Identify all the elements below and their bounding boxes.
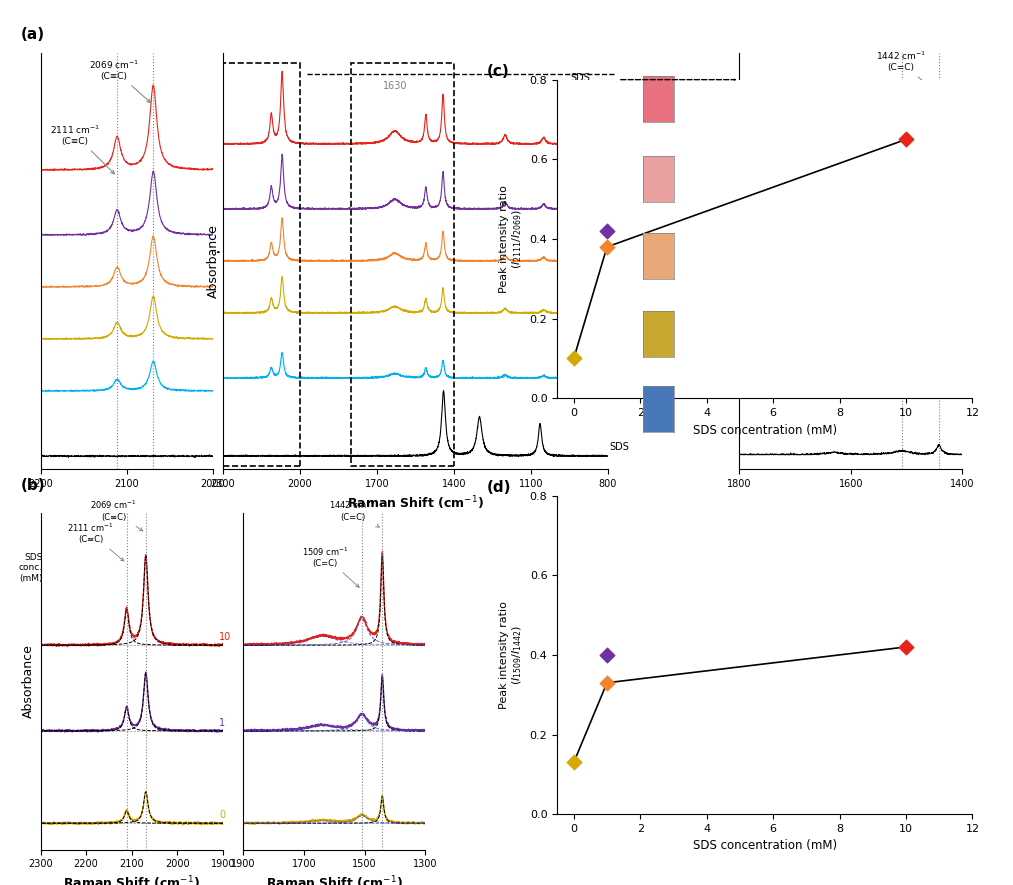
X-axis label: SDS concentration (mM): SDS concentration (mM) xyxy=(693,424,837,436)
X-axis label: Raman Shift (cm$^{-1}$): Raman Shift (cm$^{-1}$) xyxy=(265,875,403,885)
Y-axis label: Absorbance: Absorbance xyxy=(207,224,220,298)
Text: 2069 cm$^{-1}$
(C≡C): 2069 cm$^{-1}$ (C≡C) xyxy=(88,58,151,103)
Point xyxy=(599,224,615,238)
X-axis label: SDS concentration (mM): SDS concentration (mM) xyxy=(693,840,837,852)
Point xyxy=(565,756,581,770)
Text: 0: 0 xyxy=(609,298,615,309)
Y-axis label: Peak intensity ratio
($I_{2111}/I_{2069}$): Peak intensity ratio ($I_{2111}/I_{2069}… xyxy=(498,185,524,293)
Text: (d): (d) xyxy=(486,480,511,495)
Point xyxy=(599,240,615,254)
Point xyxy=(565,351,581,366)
Text: (c): (c) xyxy=(486,64,510,79)
Y-axis label: Peak intensity ratio
($I_{1509}/I_{1442}$): Peak intensity ratio ($I_{1509}/I_{1442}… xyxy=(498,601,524,709)
Text: 10: 10 xyxy=(219,632,231,642)
Text: SDS
conc.
(mM): SDS conc. (mM) xyxy=(18,553,43,582)
Bar xyxy=(352,64,454,466)
Text: SDS: SDS xyxy=(609,442,629,451)
Text: 10: 10 xyxy=(609,129,621,140)
Y-axis label: Absorbance: Absorbance xyxy=(22,644,35,719)
Point xyxy=(898,640,914,654)
X-axis label: Raman Shift (cm$^{-1}$): Raman Shift (cm$^{-1}$) xyxy=(63,875,201,885)
Text: 2069 cm$^{-1}$
(C≡C): 2069 cm$^{-1}$ (C≡C) xyxy=(90,499,143,531)
Point xyxy=(599,676,615,690)
Text: 0: 0 xyxy=(219,810,225,820)
Text: 0.9: 0.9 xyxy=(609,247,624,257)
Bar xyxy=(223,64,300,466)
Text: (a): (a) xyxy=(20,27,45,42)
Text: 1442 cm$^{-1}$
(C=C): 1442 cm$^{-1}$ (C=C) xyxy=(876,50,936,94)
Point xyxy=(898,132,914,146)
Point xyxy=(599,648,615,662)
Text: (b): (b) xyxy=(20,478,45,493)
Text: 1630: 1630 xyxy=(383,81,407,91)
Text: 1442 cm$^{-1}$
(C=C): 1442 cm$^{-1}$ (C=C) xyxy=(329,499,379,527)
Text: 1: 1 xyxy=(609,195,615,204)
Text: SDS
conc.
(mM): SDS conc. (mM) xyxy=(564,73,590,106)
Text: Blue: Blue xyxy=(609,364,631,373)
X-axis label: Raman Shift (cm$^{-1}$): Raman Shift (cm$^{-1}$) xyxy=(346,495,484,512)
Text: 2111 cm$^{-1}$
(C≡C): 2111 cm$^{-1}$ (C≡C) xyxy=(50,123,114,173)
Text: 1509 cm$^{-1}$
(C=C): 1509 cm$^{-1}$ (C=C) xyxy=(826,119,899,173)
Text: 1509 cm$^{-1}$
(C=C): 1509 cm$^{-1}$ (C=C) xyxy=(302,545,360,588)
Text: 2111 cm$^{-1}$
(C≡C): 2111 cm$^{-1}$ (C≡C) xyxy=(67,521,124,561)
Text: 1: 1 xyxy=(219,718,225,727)
